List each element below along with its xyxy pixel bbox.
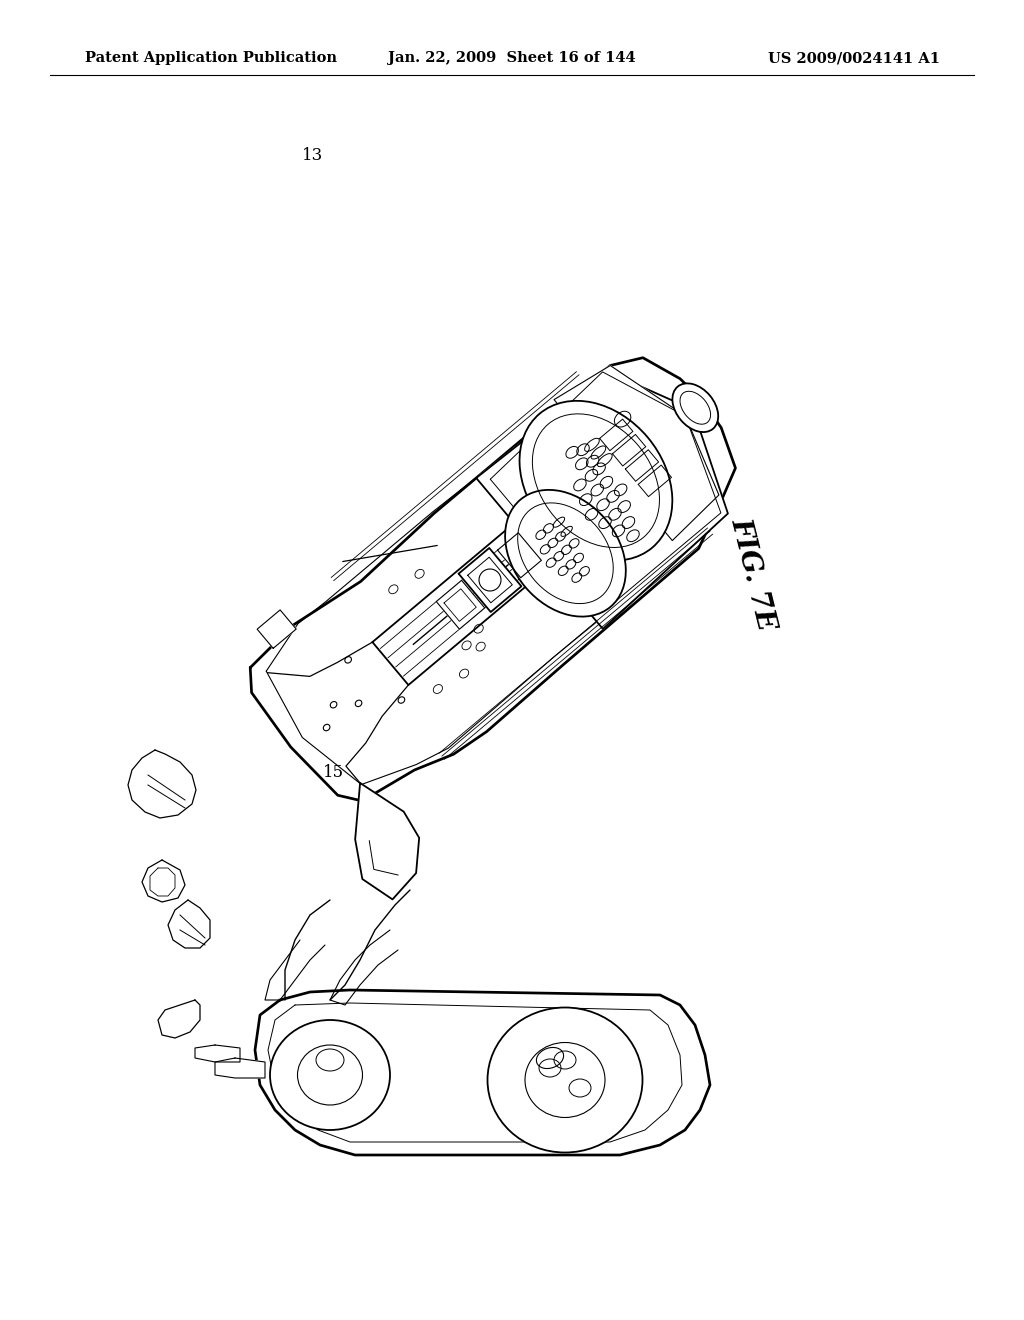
Text: US 2009/0024141 A1: US 2009/0024141 A1 <box>768 51 940 65</box>
Ellipse shape <box>270 1020 390 1130</box>
Polygon shape <box>128 750 196 818</box>
Polygon shape <box>195 1045 240 1063</box>
Polygon shape <box>250 358 735 801</box>
Text: Patent Application Publication: Patent Application Publication <box>85 51 337 65</box>
Polygon shape <box>373 527 546 685</box>
Polygon shape <box>459 548 521 612</box>
Polygon shape <box>168 900 210 948</box>
Text: 13: 13 <box>302 148 324 164</box>
Polygon shape <box>436 581 484 630</box>
Polygon shape <box>158 1001 200 1038</box>
Polygon shape <box>498 533 542 578</box>
Polygon shape <box>476 372 728 628</box>
Polygon shape <box>215 1059 265 1078</box>
Text: FIG. 7E: FIG. 7E <box>726 515 779 634</box>
Polygon shape <box>142 861 185 902</box>
Ellipse shape <box>487 1007 642 1152</box>
Ellipse shape <box>505 490 626 616</box>
Polygon shape <box>554 366 719 541</box>
Text: Jan. 22, 2009  Sheet 16 of 144: Jan. 22, 2009 Sheet 16 of 144 <box>388 51 636 65</box>
Ellipse shape <box>673 383 718 432</box>
Text: 15: 15 <box>323 764 344 780</box>
Polygon shape <box>257 610 296 648</box>
Polygon shape <box>355 783 419 899</box>
Ellipse shape <box>519 401 673 561</box>
Polygon shape <box>255 990 710 1155</box>
